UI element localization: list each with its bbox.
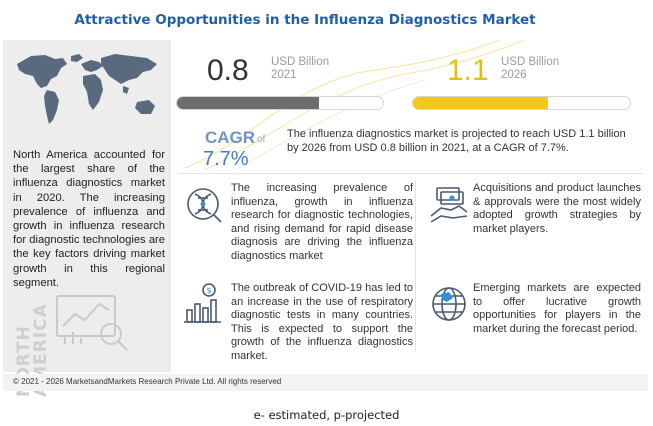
svg-text:$: $ bbox=[207, 286, 212, 295]
globe-icon bbox=[432, 287, 466, 321]
progress-bar-2021 bbox=[176, 96, 384, 110]
cagr-label: CAGR bbox=[205, 128, 256, 147]
market-size-section: 0.8 USD Billion 2021 1.1 USD Billion 202… bbox=[175, 40, 648, 170]
progress-fill-2021 bbox=[177, 97, 320, 109]
market-panel: 0.8 USD Billion 2021 1.1 USD Billion 202… bbox=[175, 40, 648, 372]
progress-fill-2026 bbox=[413, 97, 548, 109]
page-title: Attractive Opportunities in the Influenz… bbox=[74, 12, 536, 28]
cagr-value: 7.7% bbox=[203, 148, 249, 170]
year-label-2026: 2026 bbox=[501, 69, 527, 81]
highlight-text-drivers: The increasing prevalence of influenza, … bbox=[231, 182, 413, 262]
market-value-2021: 0.8 bbox=[207, 54, 249, 87]
unit-label-2026: USD Billion bbox=[501, 56, 560, 68]
copyright-text: © 2021 - 2026 MarketsandMarkets Research… bbox=[13, 377, 282, 386]
regional-panel: North America accounted for the largest … bbox=[3, 40, 171, 397]
growth-bars-dollar-icon: $ bbox=[184, 283, 221, 323]
unit-label-2021: USD Billion bbox=[271, 56, 330, 68]
unit-2026: USD Billion 2026 bbox=[501, 56, 559, 82]
handshake-money-icon bbox=[430, 187, 468, 223]
highlight-text-emerging: Emerging markets are expected to offer l… bbox=[473, 282, 641, 335]
year-label-2021: 2021 bbox=[271, 69, 297, 81]
market-value-2026: 1.1 bbox=[447, 54, 489, 87]
estimation-note: e- estimated, p-projected bbox=[253, 408, 400, 422]
regional-summary: North America accounted for the largest … bbox=[13, 149, 165, 289]
horizontal-divider bbox=[178, 173, 643, 174]
vertical-divider bbox=[415, 180, 416, 352]
highlight-text-covid: The outbreak of COVID-19 has led to an i… bbox=[231, 282, 413, 362]
unit-2021: USD Billion 2021 bbox=[271, 56, 329, 82]
highlight-text-strategies: Acquisitions and product launches & appr… bbox=[473, 182, 641, 235]
progress-bar-2026 bbox=[412, 96, 631, 110]
footer-bar: © 2021 - 2026 MarketsandMarkets Research… bbox=[3, 374, 648, 391]
research-dna-icon bbox=[187, 188, 222, 223]
world-map-icon bbox=[17, 54, 157, 124]
cagr-of: of bbox=[257, 134, 266, 145]
analytics-chart-icon bbox=[56, 295, 128, 351]
market-summary: The influenza diagnostics market is proj… bbox=[287, 128, 626, 154]
